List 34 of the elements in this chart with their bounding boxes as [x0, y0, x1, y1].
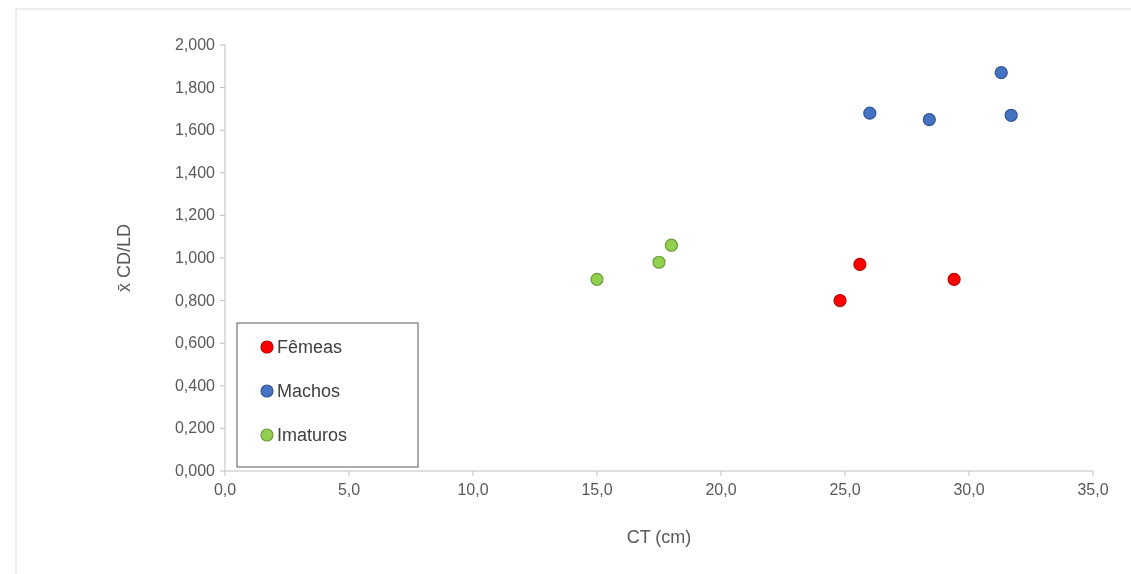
x-tick-label: 25,0 — [829, 481, 861, 498]
y-axis-title: x̄ CD/LD — [114, 223, 134, 293]
y-tick-label: 0,400 — [174, 376, 216, 394]
point — [994, 66, 1008, 80]
y-tick-label: 0,600 — [174, 334, 216, 352]
point — [947, 272, 961, 286]
y-tick-label: 1,800 — [174, 78, 216, 96]
x-tick-label: 30,0 — [953, 481, 985, 498]
point — [590, 272, 604, 286]
y-tick-label: 1,600 — [174, 121, 216, 139]
y-tick-label: 1,400 — [174, 163, 216, 181]
legend-label: Fêmeas — [277, 337, 343, 357]
point — [1004, 108, 1018, 122]
x-tick-label: 5,0 — [337, 481, 361, 498]
point — [922, 112, 936, 127]
y-tick-label: 1,200 — [174, 206, 216, 224]
x-tick-label: 15,0 — [581, 481, 613, 498]
x-axis-title: CT (cm) — [626, 527, 692, 547]
y-tick-label: 0,800 — [174, 291, 216, 309]
x-tick-label: 35,0 — [1077, 481, 1109, 498]
x-tick-label: 20,0 — [705, 481, 737, 498]
legend-label: Machos — [277, 381, 341, 401]
x-tick-label: 0,0 — [213, 481, 237, 498]
x-tick-label: 10,0 — [457, 481, 489, 498]
point — [833, 294, 847, 308]
y-tick-label: 0,200 — [174, 419, 216, 437]
y-tick-label: 1,000 — [174, 249, 216, 266]
point — [652, 255, 666, 269]
point — [863, 106, 877, 120]
point — [853, 257, 867, 271]
legend-label: Imaturos — [277, 425, 348, 445]
y-tick-label: 0,000 — [174, 462, 216, 479]
y-tick-label: 2,000 — [174, 36, 216, 53]
point — [664, 238, 678, 252]
